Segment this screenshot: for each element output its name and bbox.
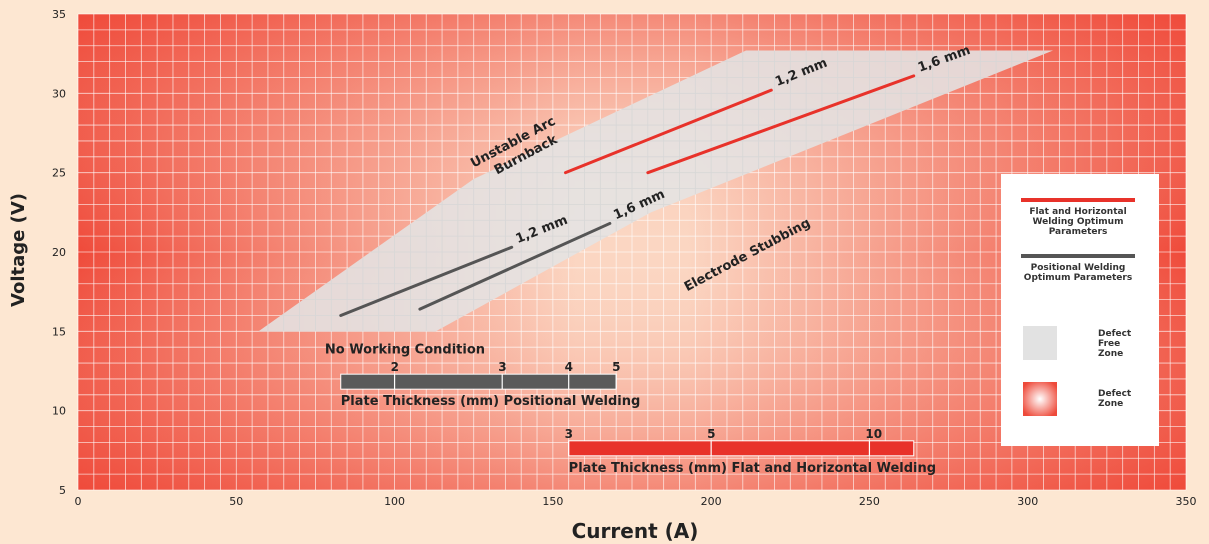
thickness-tick-label: 5 [707, 427, 715, 441]
thickness-tick-label: 4 [565, 360, 573, 374]
plate-thickness-bars: 2 3 4 5 Plate Thickness (mm) Positional Weld… [340, 360, 936, 476]
series-line-3 [339, 245, 514, 317]
thickness-tick-label: 10 [865, 427, 882, 441]
thickness-tick-label: 3 [498, 360, 506, 374]
x-tick-label: 250 [859, 495, 880, 508]
y-tick-label: 5 [59, 484, 66, 497]
legend-label-positional: Positional Welding Optimum Parameters [1024, 263, 1132, 283]
y-tick-label: 20 [52, 246, 66, 259]
y-tick-label: 10 [52, 405, 66, 418]
legend-label-defect: Defect Zone [1098, 389, 1132, 409]
x-tick-label: 150 [542, 495, 563, 508]
series-line-4 [418, 221, 612, 311]
thickness-bar-1 [340, 373, 617, 390]
legend-swatch-defect-free [1023, 326, 1057, 360]
x-tick-label: 0 [75, 495, 82, 508]
y-tick-label: 15 [52, 325, 66, 338]
defect-free-zone-area [258, 50, 1054, 332]
x-tick-label: 300 [1017, 495, 1038, 508]
annotation-4: No Working Condition [325, 343, 485, 358]
series-line-1 [564, 88, 773, 175]
legend-label-defect-free: Defect Free Zone [1098, 329, 1132, 359]
thickness-bar-label-1: Plate Thickness (mm) Positional Welding [341, 394, 641, 409]
x-tick-label: 350 [1176, 495, 1197, 508]
x-tick-label: 200 [701, 495, 722, 508]
y-axis-label: Voltage (V) [8, 193, 29, 307]
legend-label-flat: Flat and Horizontal Welding Optimum Parame… [1029, 207, 1126, 237]
series-lines [339, 74, 916, 317]
legend-swatch-defect [1023, 382, 1057, 416]
x-tick-label: 50 [229, 495, 243, 508]
y-tick-label: 35 [52, 8, 66, 21]
y-tick-label: 25 [52, 167, 66, 180]
x-tick-label: 100 [384, 495, 405, 508]
thickness-bar-label-2: Plate Thickness (mm) Flat and Horizontal… [569, 461, 936, 476]
thickness-tick-label: 2 [391, 360, 399, 374]
thickness-tick-label: 3 [565, 427, 573, 441]
thickness-tick-label: 5 [612, 360, 620, 374]
thickness-bar-2 [568, 440, 915, 457]
legend: Flat and Horizontal Welding Optimum Parame… [1001, 174, 1159, 446]
x-axis-label: Current (A) [572, 519, 699, 543]
series-line-2 [646, 74, 916, 175]
y-tick-label: 30 [52, 87, 66, 100]
